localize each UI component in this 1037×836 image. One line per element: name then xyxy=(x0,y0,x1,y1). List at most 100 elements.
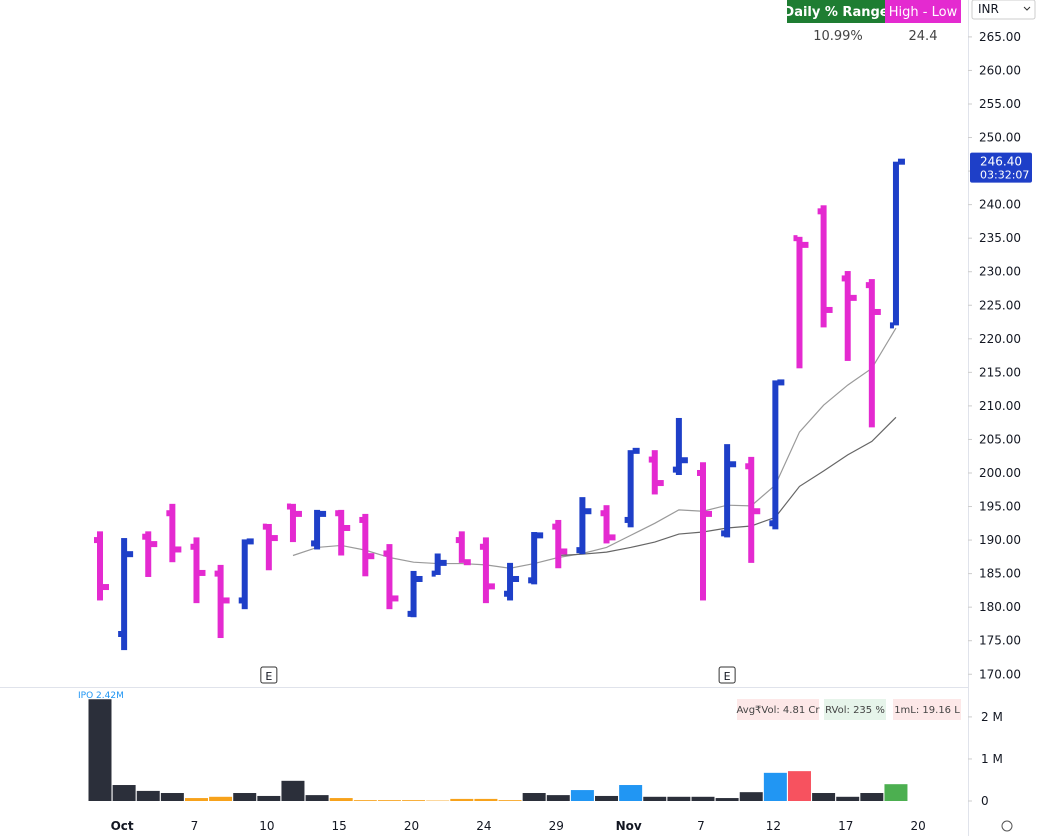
volume-bar xyxy=(160,793,184,801)
x-tick-label: 7 xyxy=(697,819,705,833)
vol-stat: RVol: 235 % xyxy=(825,705,885,716)
ohlc-range xyxy=(675,417,682,475)
ipo-label: IPO 2.42M xyxy=(78,691,124,701)
ohlc-open xyxy=(431,570,436,577)
event-label: E xyxy=(724,670,731,683)
x-tick-label: 29 xyxy=(549,819,564,833)
ohlc-open xyxy=(190,543,195,550)
ohlc-close xyxy=(270,535,278,542)
vol-tick-label: 0 xyxy=(981,794,989,808)
ohlc-open xyxy=(889,322,894,329)
ohlc-close xyxy=(801,241,809,248)
x-tick-label: 10 xyxy=(259,819,274,833)
ohlc-close xyxy=(656,480,664,487)
ohlc-close xyxy=(753,508,761,515)
vol-stat: Avg₹Vol: 4.81 Cr xyxy=(737,705,821,716)
volume-bar xyxy=(691,796,715,801)
ohlc-open xyxy=(504,590,509,597)
ohlc-open xyxy=(721,530,726,537)
ohlc-close xyxy=(680,457,688,464)
y-tick-label: 210.00 xyxy=(979,399,1021,413)
ohlc-open xyxy=(94,537,98,544)
volume-bar xyxy=(498,800,522,801)
ohlc-open xyxy=(479,543,484,550)
ohlc-range xyxy=(844,271,851,361)
y-tick-label: 215.00 xyxy=(979,365,1021,379)
ohlc-range xyxy=(193,537,200,604)
ohlc-open xyxy=(214,570,219,577)
y-tick-label: 240.00 xyxy=(979,198,1021,212)
ohlc-close xyxy=(584,508,592,515)
ohlc-close xyxy=(873,308,881,315)
settings-icon[interactable] xyxy=(1001,820,1013,832)
ohlc-open xyxy=(262,523,267,530)
ohlc-open xyxy=(552,523,557,530)
ohlc-open xyxy=(383,550,388,557)
ohlc-open xyxy=(455,537,460,544)
ohlc-open xyxy=(359,516,364,523)
volume-bar xyxy=(377,800,401,801)
ohlc-open xyxy=(142,533,147,540)
vol-stat: 1mL: 19.16 L xyxy=(894,705,960,716)
hl-badge xyxy=(885,0,961,23)
volume-bar xyxy=(860,793,884,801)
vol-stat-box xyxy=(893,699,961,720)
y-tick-label: 180.00 xyxy=(979,600,1021,614)
y-tick-label: 170.00 xyxy=(979,667,1021,681)
x-tick-label: 15 xyxy=(332,819,347,833)
volume-bar xyxy=(450,798,474,801)
x-tick-label: 7 xyxy=(191,819,199,833)
last-price: 246.40 xyxy=(980,155,1022,169)
ohlc-range xyxy=(820,205,827,328)
volume-bar xyxy=(402,800,426,801)
ohlc-open xyxy=(407,610,412,617)
x-tick-label: 17 xyxy=(838,819,853,833)
ohlc-open xyxy=(286,503,291,510)
volume-bar xyxy=(329,798,353,801)
y-tick-label: 220.00 xyxy=(979,332,1021,346)
ohlc-range xyxy=(265,523,272,571)
ohlc-range xyxy=(314,509,321,550)
ohlc-close xyxy=(777,379,785,386)
volume-bar xyxy=(257,795,281,801)
x-tick-label: Nov xyxy=(616,819,642,833)
volume-bar xyxy=(305,795,329,801)
ohlc-close xyxy=(512,575,520,582)
currency-select[interactable] xyxy=(971,0,1036,20)
ohlc-open xyxy=(793,235,798,242)
ohlc-close xyxy=(198,569,206,576)
volume-bar xyxy=(787,771,811,801)
ohlc-range xyxy=(772,380,779,530)
vol-stat-box xyxy=(824,699,886,720)
ohlc-close xyxy=(897,158,905,165)
ohlc-range xyxy=(627,450,634,528)
ohlc-range xyxy=(217,564,224,639)
ohlc-range xyxy=(868,279,875,428)
ohlc-open xyxy=(528,577,533,584)
y-tick-label: 225.00 xyxy=(979,298,1021,312)
volume-bar xyxy=(353,800,377,801)
ohlc-range xyxy=(434,553,441,575)
ohlc-range xyxy=(748,456,755,563)
ohlc-open xyxy=(624,516,629,523)
dropdown-arrow xyxy=(1023,6,1031,11)
event-box xyxy=(718,666,736,684)
ohlc-open xyxy=(769,520,774,527)
volume-bar xyxy=(112,785,136,801)
ohlc-close xyxy=(487,583,495,590)
ohlc-close xyxy=(391,595,399,602)
hl-label: High - Low xyxy=(889,5,958,20)
ohlc-open xyxy=(600,510,605,517)
vol-tick-label: 1 M xyxy=(981,752,1003,766)
y-tick-label: 250.00 xyxy=(979,131,1021,145)
ohlc-range xyxy=(410,570,417,618)
ohlc-close xyxy=(415,575,423,582)
volume-bar xyxy=(739,792,763,801)
x-tick-label: 24 xyxy=(476,819,491,833)
ohlc-range xyxy=(603,505,610,544)
ohlc-range xyxy=(97,531,103,601)
ohlc-close xyxy=(632,447,640,454)
currency: INR xyxy=(978,2,999,16)
volume-bar xyxy=(136,790,160,801)
